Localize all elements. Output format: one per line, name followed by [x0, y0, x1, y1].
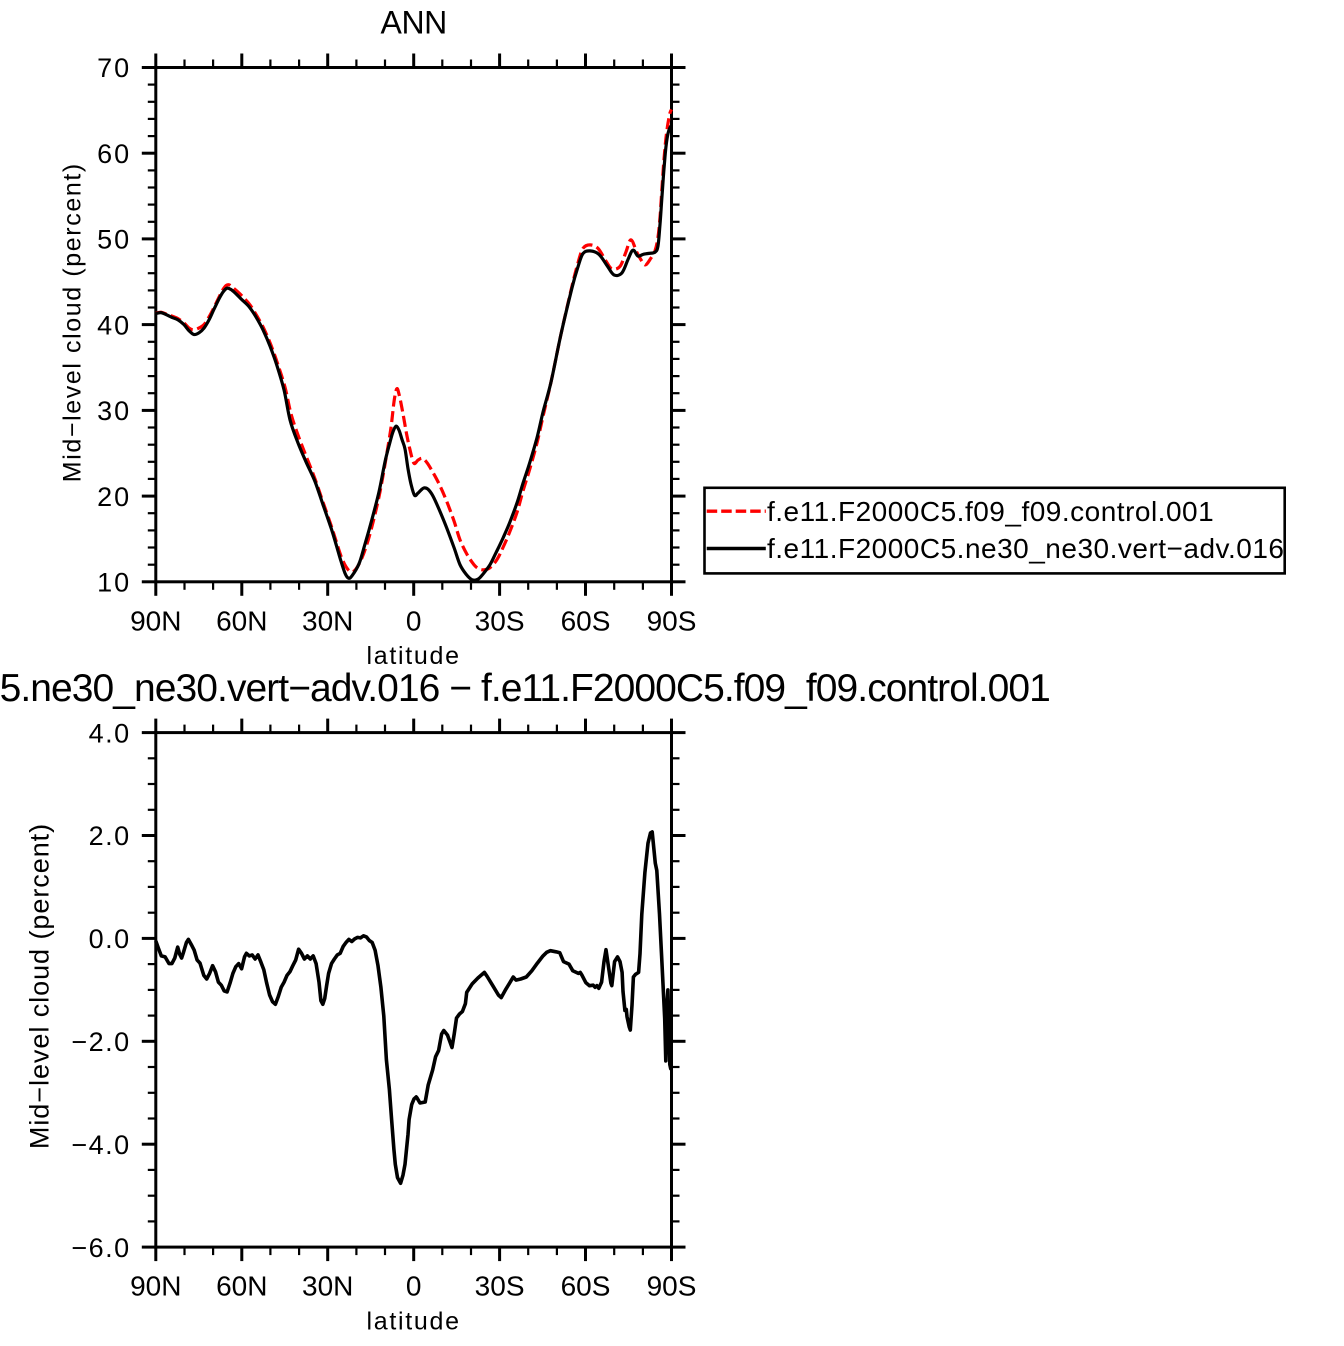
svg-text:Mid−level cloud (percent): Mid−level cloud (percent) [25, 823, 55, 1149]
svg-text:30S: 30S [475, 605, 525, 636]
svg-text:60S: 60S [561, 1271, 611, 1302]
svg-text:0.0: 0.0 [89, 924, 131, 954]
svg-text:f.e11.F2000C5.f09_f09.control.: f.e11.F2000C5.f09_f09.control.001 [767, 496, 1214, 527]
svg-text:30N: 30N [302, 1271, 353, 1302]
svg-text:latitude: latitude [366, 642, 460, 670]
svg-text:90N: 90N [130, 1271, 181, 1302]
svg-text:−4.0: −4.0 [71, 1130, 130, 1160]
svg-text:60S: 60S [561, 605, 611, 636]
svg-text:50: 50 [97, 225, 131, 255]
svg-text:10: 10 [97, 568, 131, 598]
svg-text:f.e11.F2000C5.ne30_ne30.vert−a: f.e11.F2000C5.ne30_ne30.vert−adv.016 − f… [0, 667, 1050, 710]
svg-text:90N: 90N [130, 605, 181, 636]
svg-text:0: 0 [406, 1271, 422, 1302]
svg-text:f.e11.F2000C5.ne30_ne30.vert−a: f.e11.F2000C5.ne30_ne30.vert−adv.016 [767, 533, 1284, 564]
svg-text:60N: 60N [216, 1271, 267, 1302]
svg-text:90S: 90S [647, 1271, 697, 1302]
svg-text:70: 70 [97, 53, 131, 83]
svg-text:30S: 30S [475, 1271, 525, 1302]
svg-text:90S: 90S [647, 605, 697, 636]
svg-text:2.0: 2.0 [89, 821, 131, 851]
svg-text:−6.0: −6.0 [71, 1233, 130, 1263]
svg-text:ANN: ANN [381, 5, 447, 41]
svg-text:Mid−level cloud (percent): Mid−level cloud (percent) [59, 162, 87, 482]
svg-text:60N: 60N [216, 605, 267, 636]
svg-text:40: 40 [97, 310, 131, 340]
svg-text:−2.0: −2.0 [71, 1027, 130, 1057]
svg-text:0: 0 [406, 605, 422, 636]
svg-text:4.0: 4.0 [89, 718, 131, 748]
svg-text:30N: 30N [302, 605, 353, 636]
svg-text:30: 30 [97, 396, 131, 426]
svg-text:60: 60 [97, 139, 131, 169]
svg-text:latitude: latitude [366, 1307, 460, 1335]
svg-text:20: 20 [97, 482, 131, 512]
